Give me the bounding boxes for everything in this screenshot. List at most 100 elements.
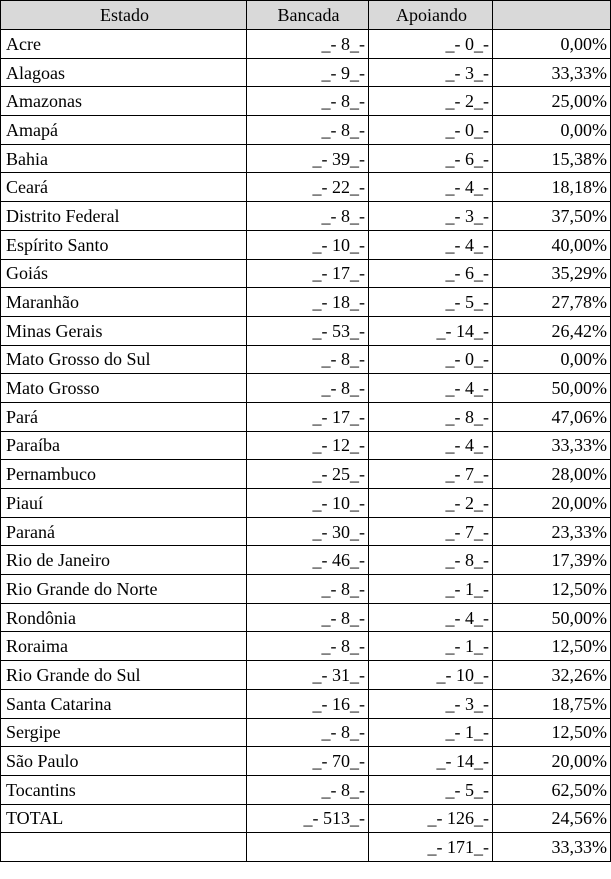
cell-apoiando: _- 1_-	[368, 717, 493, 748]
cell-percentual: 47,06%	[492, 401, 611, 432]
cell-bancada: _- 8_-	[246, 86, 369, 117]
cell-bancada: _- 8_-	[246, 574, 369, 604]
cell-apoiando: _- 8_-	[368, 401, 493, 432]
cell-percentual: 15,38%	[492, 143, 611, 174]
cell-estado: Amazonas	[0, 86, 247, 117]
cell-percentual: 28,00%	[492, 459, 611, 489]
cell-apoiando: _- 14_-	[368, 746, 493, 776]
cell-percentual: 12,50%	[492, 574, 611, 604]
cell-estado: Acre	[0, 29, 247, 59]
cell-apoiando: _- 8_-	[368, 545, 493, 576]
cell-estado: Paraíba	[0, 430, 247, 461]
table-row: Santa Catarina _- 16_- _- 3_- 18,75%	[0, 688, 611, 719]
cell-percentual: 50,00%	[492, 602, 611, 633]
cell-percentual: 62,50%	[492, 774, 611, 805]
cell-estado: Espírito Santo	[0, 229, 247, 260]
cell-apoiando: _- 1_-	[368, 574, 493, 604]
table-row: Minas Gerais _- 53_- _- 14_- 26,42%	[0, 315, 611, 346]
cell-apoiando: _- 4_-	[368, 172, 493, 203]
cell-percentual: 0,00%	[492, 29, 611, 59]
cell-percentual: 0,00%	[492, 344, 611, 375]
table-row: Rio Grande do Norte _- 8_- _- 1_- 12,50%	[0, 574, 611, 604]
table-row: Amapá _- 8_- _- 0_- 0,00%	[0, 115, 611, 145]
cell-estado: Santa Catarina	[0, 688, 247, 719]
cell-bancada: _- 22_-	[246, 172, 369, 203]
cell-apoiando: _- 4_-	[368, 430, 493, 461]
cell-estado: Rio Grande do Sul	[0, 660, 247, 690]
table-row: Pará _- 17_- _- 8_- 47,06%	[0, 401, 611, 432]
table-row: Acre _- 8_- _- 0_- 0,00%	[0, 29, 611, 59]
table-row: Rio de Janeiro _- 46_- _- 8_- 17,39%	[0, 545, 611, 576]
table-row: Ceará _- 22_- _- 4_- 18,18%	[0, 172, 611, 203]
cell-percentual: 18,75%	[492, 688, 611, 719]
cell-apoiando: _- 4_-	[368, 373, 493, 403]
cell-bancada: _- 12_-	[246, 430, 369, 461]
cell-percentual: 0,00%	[492, 115, 611, 145]
cell-bancada: _- 17_-	[246, 401, 369, 432]
cell-bancada: _- 25_-	[246, 459, 369, 489]
cell-percentual: 33,33%	[492, 57, 611, 88]
cell-percentual: 26,42%	[492, 315, 611, 346]
cell-bancada: _- 30_-	[246, 516, 369, 547]
table-row: Maranhão _- 18_- _- 5_- 27,78%	[0, 287, 611, 317]
cell-estado: Pernambuco	[0, 459, 247, 489]
cell-percentual: 18,18%	[492, 172, 611, 203]
table-header: Estado Bancada Apoiando	[0, 0, 611, 30]
cell-percentual: 33,33%	[492, 832, 611, 862]
column-header-apoiando: Apoiando	[368, 0, 493, 30]
cell-apoiando: _- 5_-	[368, 774, 493, 805]
cell-percentual: 20,00%	[492, 746, 611, 776]
cell-percentual: 40,00%	[492, 229, 611, 260]
table-row: Piauí _- 10_- _- 2_- 20,00%	[0, 488, 611, 518]
cell-bancada: _- 46_-	[246, 545, 369, 576]
table-row: Sergipe _- 8_- _- 1_- 12,50%	[0, 717, 611, 748]
cell-estado: Paraná	[0, 516, 247, 547]
cell-apoiando: _- 4_-	[368, 229, 493, 260]
table-row: Tocantins _- 8_- _- 5_- 62,50%	[0, 774, 611, 805]
cell-apoiando: _- 1_-	[368, 631, 493, 662]
table-row: Paraíba _- 12_- _- 4_- 33,33%	[0, 430, 611, 461]
cell-bancada: _- 10_-	[246, 229, 369, 260]
table-row: Mato Grosso _- 8_- _- 4_- 50,00%	[0, 373, 611, 403]
cell-percentual: 32,26%	[492, 660, 611, 690]
cell-estado: Mato Grosso	[0, 373, 247, 403]
cell-bancada: _- 8_-	[246, 774, 369, 805]
cell-bancada: _- 8_-	[246, 602, 369, 633]
cell-estado: Sergipe	[0, 717, 247, 748]
cell-percentual: 12,50%	[492, 631, 611, 662]
cell-estado: Alagoas	[0, 57, 247, 88]
table-row: Rondônia _- 8_- _- 4_- 50,00%	[0, 602, 611, 633]
table-row: Roraima _- 8_- _- 1_- 12,50%	[0, 631, 611, 662]
cell-apoiando: _- 2_-	[368, 86, 493, 117]
table-row: Amazonas _- 8_- _- 2_- 25,00%	[0, 86, 611, 117]
cell-estado: Amapá	[0, 115, 247, 145]
cell-percentual: 50,00%	[492, 373, 611, 403]
cell-estado: Minas Gerais	[0, 315, 247, 346]
cell-apoiando: _- 3_-	[368, 57, 493, 88]
cell-apoiando: _- 14_-	[368, 315, 493, 346]
cell-apoiando: _- 3_-	[368, 201, 493, 231]
cell-estado: TOTAL	[0, 803, 247, 834]
cell-estado: São Paulo	[0, 746, 247, 776]
cell-bancada: _- 39_-	[246, 143, 369, 174]
cell-estado: Goiás	[0, 258, 247, 289]
table-row: Goiás _- 17_- _- 6_- 35,29%	[0, 258, 611, 289]
table-row: Mato Grosso do Sul _- 8_- _- 0_- 0,00%	[0, 344, 611, 375]
table-row: Rio Grande do Sul _- 31_- _- 10_- 32,26%	[0, 660, 611, 690]
cell-bancada: _- 8_-	[246, 29, 369, 59]
cell-estado: Tocantins	[0, 774, 247, 805]
cell-bancada: _- 31_-	[246, 660, 369, 690]
table-row: São Paulo _- 70_- _- 14_- 20,00%	[0, 746, 611, 776]
cell-apoiando: _- 10_-	[368, 660, 493, 690]
cell-apoiando: _- 126_-	[368, 803, 493, 834]
column-header-bancada: Bancada	[246, 0, 369, 30]
cell-apoiando: _- 7_-	[368, 516, 493, 547]
cell-estado: Maranhão	[0, 287, 247, 317]
cell-bancada: _- 8_-	[246, 115, 369, 145]
cell-bancada: _- 8_-	[246, 344, 369, 375]
cell-bancada: _- 10_-	[246, 488, 369, 518]
cell-estado: Pará	[0, 401, 247, 432]
table-row: Paraná _- 30_- _- 7_- 23,33%	[0, 516, 611, 547]
